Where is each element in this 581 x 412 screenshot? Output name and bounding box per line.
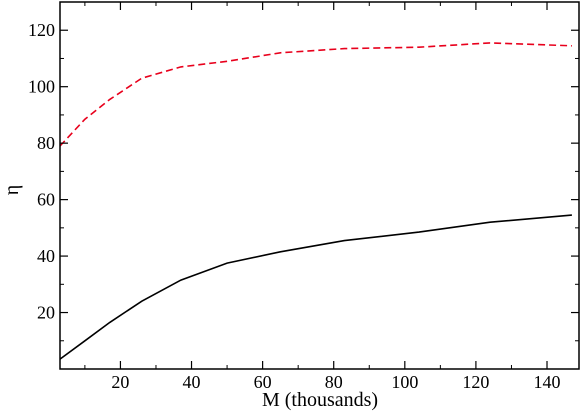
plot-frame	[59, 1, 580, 370]
x-axis-label: M (thousands)	[262, 389, 378, 411]
y-tick-label: 80	[37, 133, 55, 153]
x-tick-label: 100	[391, 372, 418, 392]
series-line-1	[59, 214, 572, 360]
x-tick-label: 40	[183, 372, 201, 392]
x-tick-label: 60	[254, 372, 272, 392]
y-tick-label: 60	[37, 190, 55, 210]
x-tick-label: 140	[534, 372, 561, 392]
y-tick-label: 100	[28, 77, 55, 97]
y-tick-label: 40	[37, 246, 55, 266]
y-axis-label: η	[1, 185, 23, 195]
plot-marks	[59, 42, 572, 360]
x-tick-label: 20	[111, 372, 129, 392]
y-tick-label: 120	[28, 20, 55, 40]
x-tick-label: 80	[325, 372, 343, 392]
x-tick-label: 120	[462, 372, 489, 392]
axes: 20 40 60 80 100 120 140 20 40 60 80 100 120	[28, 2, 579, 392]
series-line-2	[59, 42, 572, 147]
y-tick-label: 20	[37, 303, 55, 323]
